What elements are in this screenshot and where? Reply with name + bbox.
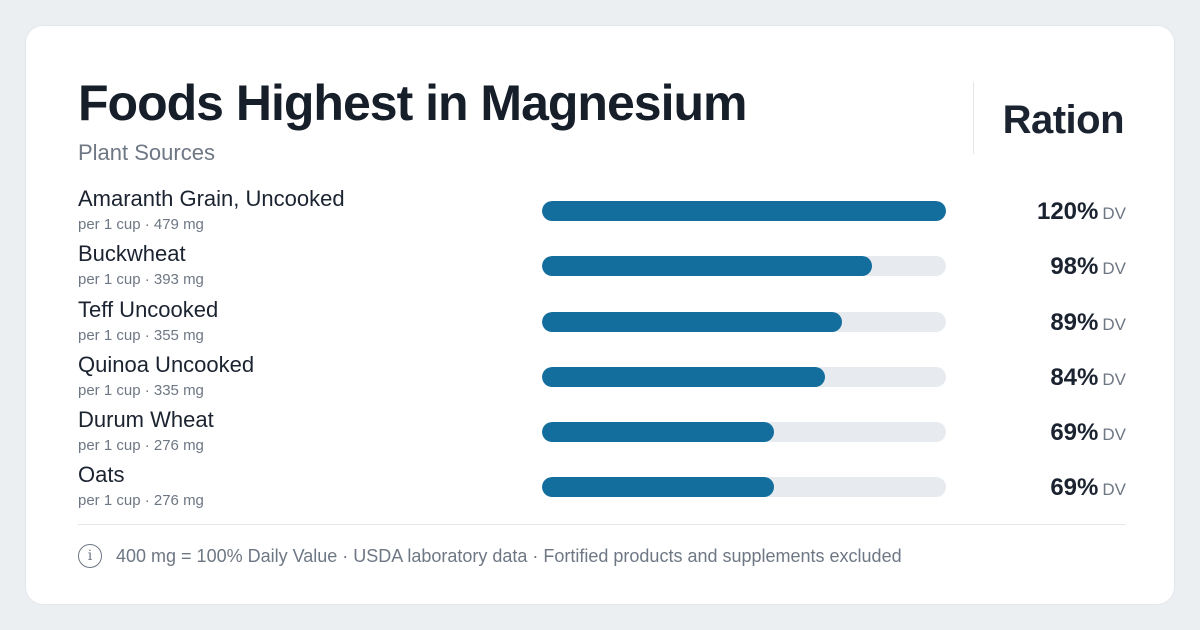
category-label: Durum Wheat xyxy=(78,407,214,433)
value-label: 69% DV xyxy=(1050,474,1126,502)
value-unit: DV xyxy=(1102,425,1126,445)
value-number: 98% xyxy=(1050,253,1099,281)
serving-label: per 1 cup · 276 mg xyxy=(78,492,204,510)
bar-row: Buckwheat per 1 cup · 393 mg 98% DV xyxy=(78,241,1126,296)
value-unit: DV xyxy=(1102,204,1126,223)
footer-note: 400 mg = 100% Daily Value · USDA laborat… xyxy=(116,545,902,566)
value-number: 89% xyxy=(1050,308,1099,336)
value-number: 69% xyxy=(1050,419,1099,447)
bar xyxy=(542,477,775,498)
category-label: Teff Uncooked xyxy=(78,296,219,322)
brand-logo: Ration xyxy=(1002,98,1125,142)
value-label: 84% DV xyxy=(1050,364,1126,392)
value-unit: DV xyxy=(1102,314,1126,334)
value-unit: DV xyxy=(1102,369,1126,389)
bar xyxy=(542,256,872,277)
bar-track xyxy=(542,422,946,443)
chart-subtitle: Plant Sources xyxy=(78,140,215,165)
serving-label: per 1 cup · 393 mg xyxy=(78,271,204,289)
bar xyxy=(542,422,775,443)
bar-track xyxy=(542,201,946,221)
footer-divider xyxy=(78,524,1126,525)
value-number: 120% xyxy=(1036,198,1099,225)
bar-row: Quinoa Uncooked per 1 cup · 335 mg 84% DV xyxy=(78,352,1126,407)
category-label: Buckwheat xyxy=(78,241,186,267)
category-label: Oats xyxy=(78,462,125,488)
bar-chart: Amaranth Grain, Uncooked per 1 cup · 479 … xyxy=(78,186,1126,518)
serving-label: per 1 cup · 335 mg xyxy=(78,381,204,399)
serving-label: per 1 cup · 479 mg xyxy=(78,216,204,233)
serving-label: per 1 cup · 355 mg xyxy=(78,326,204,344)
value-label: 98% DV xyxy=(1050,253,1126,281)
value-label: 89% DV xyxy=(1050,309,1126,337)
value-number: 69% xyxy=(1050,474,1099,502)
bar xyxy=(542,201,946,221)
serving-label: per 1 cup · 276 mg xyxy=(78,437,204,455)
chart-title: Foods Highest in Magnesium xyxy=(78,75,747,131)
brand-divider xyxy=(973,82,974,154)
category-label: Quinoa Uncooked xyxy=(78,351,255,377)
value-unit: DV xyxy=(1102,480,1126,500)
bar xyxy=(542,311,842,332)
value-label: 120% DV xyxy=(1037,198,1126,226)
footer: i 400 mg = 100% Daily Value · USDA labor… xyxy=(78,544,902,568)
value-unit: DV xyxy=(1102,259,1126,279)
bar-track xyxy=(542,311,946,332)
bar-track xyxy=(542,256,946,277)
bar-row: Teff Uncooked per 1 cup · 355 mg 89% DV xyxy=(78,297,1126,352)
value-number: 84% xyxy=(1050,363,1099,391)
category-label: Amaranth Grain, Uncooked xyxy=(78,186,345,211)
chart-card: Foods Highest in Magnesium Plant Sources… xyxy=(25,25,1175,605)
bar-track xyxy=(542,366,946,387)
bar-row: Amaranth Grain, Uncooked per 1 cup · 479 … xyxy=(78,186,1126,241)
bar-row: Oats per 1 cup · 276 mg 69% DV xyxy=(78,462,1126,517)
bar xyxy=(542,366,825,387)
bar-row: Durum Wheat per 1 cup · 276 mg 69% DV xyxy=(78,407,1126,462)
value-label: 69% DV xyxy=(1050,419,1126,447)
bar-track xyxy=(542,477,946,498)
info-icon: i xyxy=(78,544,102,568)
